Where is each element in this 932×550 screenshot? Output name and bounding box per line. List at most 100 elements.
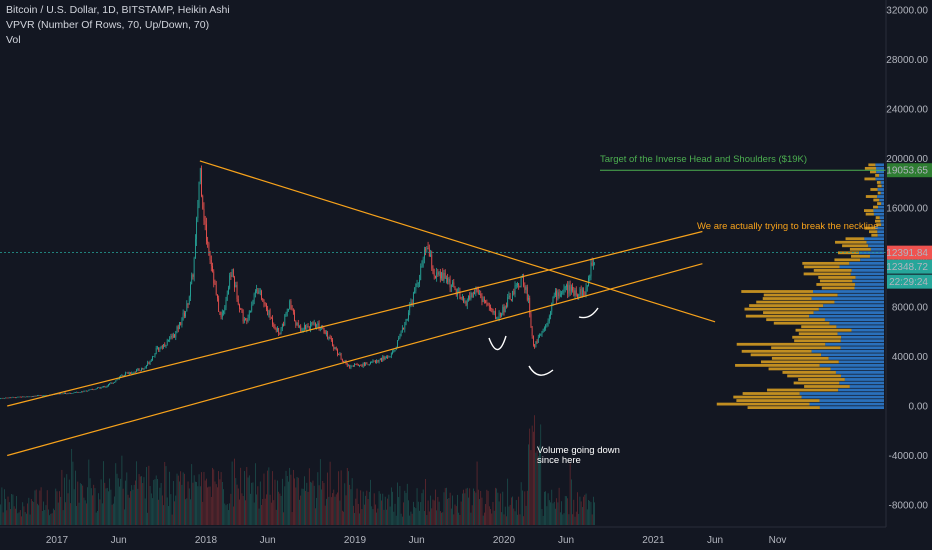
volume-bar [520,482,522,525]
volume-bar [376,512,378,525]
candle-body [348,365,349,367]
candle-body [6,397,8,399]
candle-body [132,372,134,374]
volume-bar [335,494,337,525]
volume-bar [104,482,106,525]
volume-legend[interactable]: Vol [6,34,21,46]
volume-bar [277,480,278,525]
volume-profile-up-row [881,184,884,188]
volume-bar [357,503,359,525]
volume-bar [26,513,27,525]
volume-bar [416,488,418,525]
volume-bar [75,470,76,525]
candle-body [93,389,95,391]
candle-body [406,319,408,320]
candle-body [536,341,538,343]
price-tick-label: 8000.00 [892,303,929,314]
volume-profile-up-row [834,300,884,304]
candle-body [250,310,251,312]
volume-bar [493,510,495,525]
volume-bar [177,475,179,525]
volume-bar [223,489,224,525]
volume-bar [186,498,188,525]
candle-body [150,360,152,362]
symbol-legend[interactable]: Bitcoin / U.S. Dollar, 1D, BITSTAMP, Hei… [6,4,230,16]
trendlines[interactable] [7,160,716,457]
candle-body [264,303,266,305]
volume-profile-down-row [768,367,831,371]
volume-bar [337,492,338,525]
volume-bar [117,478,119,525]
time-axis[interactable] [0,527,932,550]
volume-bar [345,495,347,525]
trendline-lower-channel[interactable] [7,263,703,457]
volume-bar [550,502,551,525]
candle-body [417,283,419,284]
candle-body [234,277,235,288]
volume-bar [545,491,547,525]
volume-bar [34,490,36,525]
volume-bar [343,511,344,525]
candle-body [510,299,512,300]
volume-profile-down-row [835,240,867,244]
volume-bar [155,475,157,525]
volume-bar [477,489,479,525]
candle-body [138,368,140,371]
volume-bar [492,501,494,525]
volume-profile-down-row [735,363,820,367]
volume-bar [524,491,526,525]
volume-profile-up-row [858,251,884,255]
price-tag [887,163,932,178]
candle-body [567,285,569,294]
volume-bar [49,515,51,525]
candle-body [13,397,15,398]
volume-bar [1,487,3,525]
candle-body [365,362,366,366]
vpvr-legend[interactable]: VPVR (Number Of Rows, 70, Up/Down, 70) [6,19,210,31]
candle-body [163,344,164,348]
volume-bar [512,496,513,525]
candle-body [17,396,19,398]
volume-bar [480,490,482,525]
candle-body [29,396,31,398]
volume-bar [398,497,400,525]
volume-bar [164,462,166,525]
volume-profile-up-row [866,240,884,244]
candle-body [21,396,22,398]
candle-body [533,336,534,345]
volume-profile-up-row [838,388,884,392]
candle-body [229,275,231,288]
volume-bar [531,425,533,525]
candle-body [534,344,535,348]
volume-bar [582,507,583,525]
volume-profile-up-row [860,258,884,262]
trendline-descending[interactable] [199,160,716,323]
volume-bar [525,505,527,525]
volume-bar [577,492,578,525]
volume-profile-down-row [865,212,874,216]
candle-body [454,286,456,290]
candle-body [196,218,197,240]
candle-body [79,392,81,393]
volume-profile-down-row [813,268,852,272]
volume-bar [228,510,229,525]
volume-profile-up-row [818,307,884,311]
candle-body [452,282,453,285]
volume-bar [569,463,571,525]
volume-bar [201,472,202,525]
volume-bar [255,463,256,525]
candle-body [322,327,324,329]
candle-body [503,306,505,313]
candle-body [338,354,340,356]
trendline-neckline[interactable] [7,230,703,407]
volume-bar [464,493,466,525]
volume-bar [150,493,152,525]
candle-body [512,291,513,300]
volume-bar [203,471,205,525]
candle-body [457,292,458,296]
pattern-arc [528,365,554,376]
candle-body [416,283,418,285]
volume-bar [23,506,25,525]
price-tag-label: 19053.65 [886,166,928,177]
